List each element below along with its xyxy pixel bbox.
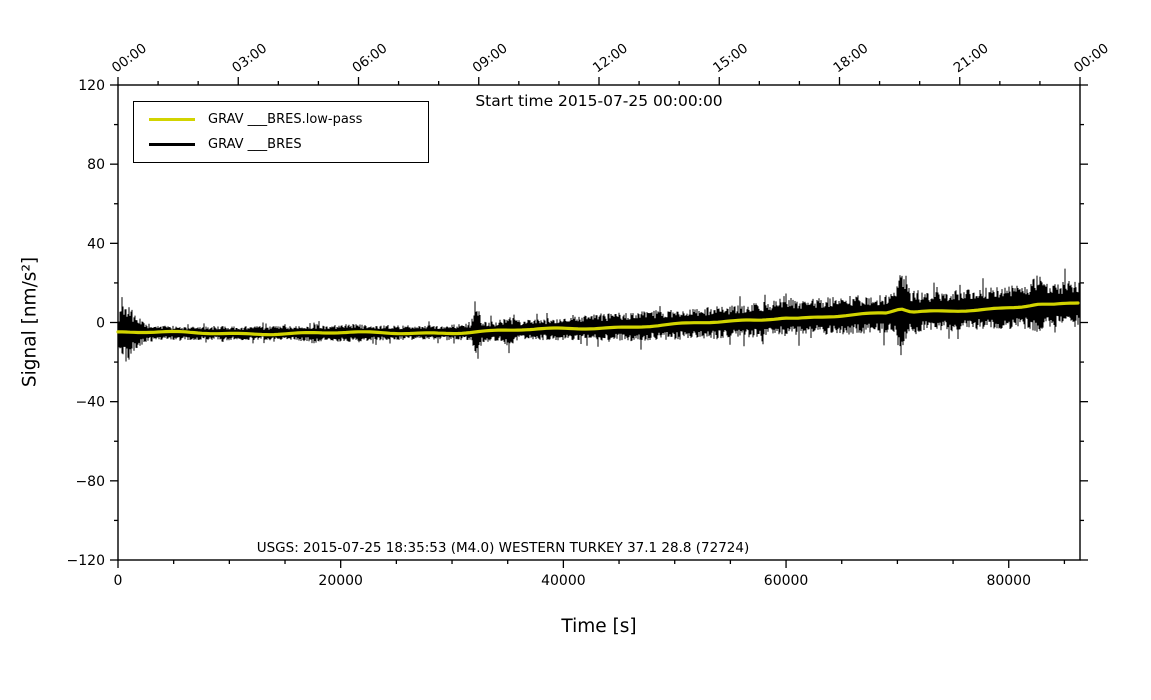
legend-label-lowpass: GRAV ___BRES.low-pass <box>208 112 363 127</box>
y-tick-label: −80 <box>75 474 105 490</box>
x-tick-label: 60000 <box>764 573 809 589</box>
x-axis-label: Time [s] <box>561 616 637 637</box>
top-tick-label: 00:00 <box>109 40 150 76</box>
top-tick-label: 06:00 <box>349 40 390 76</box>
top-tick-label: 21:00 <box>951 40 992 76</box>
legend-entry-lowpass: GRAV ___BRES.low-pass <box>134 112 428 127</box>
y-tick-label: −40 <box>75 395 105 411</box>
y-axis-label: Signal [nm/s²] <box>19 256 41 388</box>
x-tick-label: 40000 <box>541 573 586 589</box>
y-tick-label: 120 <box>78 78 105 94</box>
top-tick-label: 03:00 <box>229 40 270 76</box>
raw-signal-trace <box>117 268 1081 362</box>
x-tick-label: 20000 <box>318 573 363 589</box>
top-tick-label: 18:00 <box>830 40 871 76</box>
x-tick-label: 0 <box>114 573 123 589</box>
top-tick-label: 09:00 <box>470 40 511 76</box>
lowpass-line-swatch <box>149 117 195 122</box>
top-tick-label: 12:00 <box>590 40 631 76</box>
y-tick-label: 40 <box>87 236 105 252</box>
raw-line-swatch <box>149 142 195 147</box>
earthquake-annotation: USGS: 2015-07-25 18:35:53 (M4.0) WESTERN… <box>256 540 750 556</box>
legend-entry-raw: GRAV ___BRES <box>134 137 428 152</box>
legend-label-raw: GRAV ___BRES <box>208 137 302 152</box>
y-tick-label: 0 <box>96 316 105 332</box>
top-tick-label: 15:00 <box>710 40 751 76</box>
y-tick-label: 80 <box>87 157 105 173</box>
x-tick-label: 80000 <box>986 573 1031 589</box>
top-tick-label: 00:00 <box>1071 40 1112 76</box>
chart-title: Start time 2015-07-25 00:00:00 <box>475 92 723 110</box>
legend-box: GRAV ___BRES.low-pass GRAV ___BRES <box>133 101 429 163</box>
y-tick-label: −120 <box>67 553 105 569</box>
lowpass-signal-trace <box>116 301 1080 337</box>
